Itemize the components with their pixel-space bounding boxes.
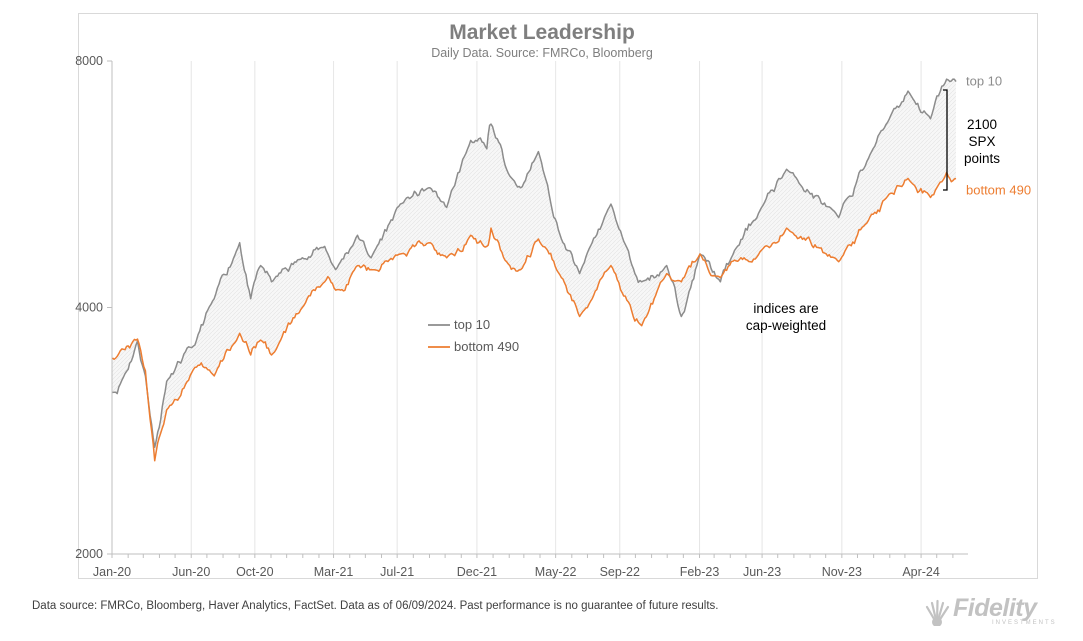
x-tick-label-Mar-21: Mar-21	[314, 565, 354, 579]
series-lines	[112, 78, 957, 462]
axes: 2000 4000 8000 Jan-20 Jun-20 Oct-20 Mar-21 Jul-…	[75, 54, 968, 579]
fidelity-subtext: INVESTMENTS	[992, 620, 1057, 626]
footer-disclaimer: Data source: FMRCo, Bloomberg, Haver Ana…	[32, 600, 719, 612]
series-line-top-10	[112, 78, 957, 449]
x-tick-label-May-22: May-22	[535, 565, 577, 579]
chart-subtitle: Daily Data. Source: FMRCo, Bloomberg	[431, 46, 653, 60]
x-tick-label-Jun-20: Jun-20	[172, 565, 210, 579]
gap-annotation-line-2: points	[964, 151, 1000, 166]
spread-band-area	[112, 79, 956, 461]
x-tick-label-Jul-21: Jul-21	[380, 565, 414, 579]
x-tick-label-Feb-23: Feb-23	[680, 565, 720, 579]
gap-annotation-line-1: SPX	[968, 134, 995, 149]
x-tick-label-Dec-21: Dec-21	[457, 565, 497, 579]
end-label-bottom-490: bottom 490	[966, 182, 1031, 197]
x-tick-label-Jun-23: Jun-23	[743, 565, 781, 579]
x-tick-label-Apr-24: Apr-24	[902, 565, 940, 579]
y-tick-label-8000: 8000	[75, 54, 103, 68]
series-line-bottom-490	[112, 171, 957, 462]
x-tick-label-Nov-23: Nov-23	[822, 565, 862, 579]
gap-annotation-line-0: 2100	[967, 117, 997, 132]
fidelity-sunburst-icon	[925, 599, 950, 626]
y-tick-label-2000: 2000	[75, 547, 103, 561]
legend-label-bottom-490: bottom 490	[454, 339, 519, 354]
note-annotation-line-0: indices are	[753, 301, 818, 316]
end-label-top-10: top 10	[966, 74, 1002, 89]
x-tick-label-Sep-22: Sep-22	[600, 565, 640, 579]
legend-label-top-10: top 10	[454, 317, 490, 332]
gap-bracket	[943, 89, 948, 191]
x-tick-label-Jan-20: Jan-20	[93, 565, 131, 579]
fidelity-wordmark: Fidelity	[953, 594, 1037, 622]
chart-labels: top 10 bottom 490 2100 SPX points indices are…	[746, 74, 1031, 333]
legend: top 10 bottom 490	[428, 317, 519, 354]
spread-band	[112, 79, 956, 461]
note-annotation-line-1: cap-weighted	[746, 318, 826, 333]
x-tick-label-Oct-20: Oct-20	[236, 565, 274, 579]
chart-title: Market Leadership	[449, 21, 635, 44]
y-tick-label-4000: 4000	[75, 301, 103, 315]
